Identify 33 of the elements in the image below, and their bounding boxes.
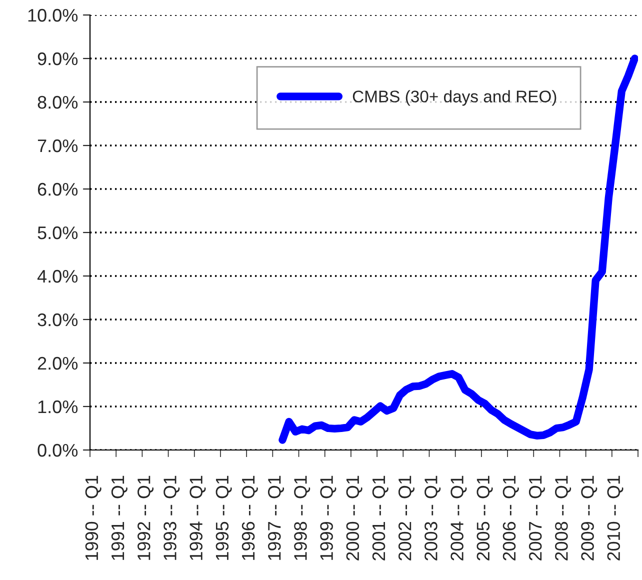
x-tick-label: 2010 -- Q1 [607,476,624,560]
legend-label: CMBS (30+ days and REO) [352,90,556,106]
y-tick-label: 4.0% [37,270,78,283]
x-tick-label: 1990 -- Q1 [85,476,102,560]
y-tick-label: 10.0% [28,8,78,22]
x-tick-label: 1994 -- Q1 [190,476,206,560]
x-tick-label: 2005 -- Q1 [476,476,493,560]
y-tick-label: 9.0% [38,52,78,66]
x-tick-label: 1993 -- Q1 [164,476,180,560]
y-tick-label: 1.0% [38,400,78,414]
x-tick-label: 2001 -- Q1 [372,476,388,560]
y-tick-label: 6.0% [38,182,78,196]
x-tick-label: 2003 -- Q1 [424,476,441,560]
y-tick-label: 7.0% [38,139,78,152]
x-tick-label: 1998 -- Q1 [294,476,310,560]
x-tick-label: 1996 -- Q1 [242,476,258,560]
y-tick-label: 8.0% [38,96,78,109]
x-tick-label: 2002 -- Q1 [398,476,414,560]
x-tick-label: 1999 -- Q1 [320,476,336,560]
x-tick-label: 2006 -- Q1 [502,476,519,560]
y-tick-label: 2.0% [38,356,78,370]
x-tick-label: 2000 -- Q1 [346,476,362,560]
x-tick-label: 1992 -- Q1 [138,476,154,560]
x-tick-label: 2009 -- Q1 [581,476,598,560]
x-tick-label: 1991 -- Q1 [111,476,128,560]
x-tick-label: 2004 -- Q1 [450,476,467,560]
y-tick-label: 0.0% [38,444,78,457]
y-tick-label: 3.0% [38,313,78,326]
x-tick-label: 1997 -- Q1 [268,476,284,560]
x-tick-label: 1995 -- Q1 [216,476,232,560]
x-tick-label: 2007 -- Q1 [528,476,545,560]
x-tick-label: 2008 -- Q1 [555,476,572,560]
y-tick-label: 5.0% [38,226,78,240]
